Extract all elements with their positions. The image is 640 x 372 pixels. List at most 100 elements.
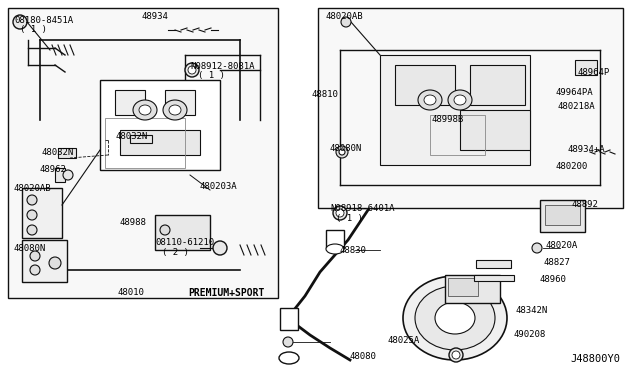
Text: 48964P: 48964P [578, 68, 611, 77]
Text: 48998B: 48998B [432, 115, 464, 124]
Ellipse shape [403, 276, 507, 360]
Text: 48827: 48827 [543, 258, 570, 267]
Text: 48830: 48830 [340, 246, 367, 255]
Bar [105, 118, 185, 168]
Circle shape [188, 66, 196, 74]
Text: 48020AB: 48020AB [14, 184, 52, 193]
Bar [545, 205, 580, 225]
Text: PREMIUM+SPORT: PREMIUM+SPORT [188, 288, 264, 298]
Text: ( 1 ): ( 1 ) [20, 25, 47, 34]
Circle shape [185, 63, 199, 77]
Text: 48020A: 48020A [546, 241, 579, 250]
Circle shape [283, 337, 293, 347]
Text: 48934+A: 48934+A [568, 145, 605, 154]
Bar [460, 110, 530, 150]
Text: 48020AB: 48020AB [326, 12, 364, 21]
Circle shape [27, 225, 37, 235]
Bar [470, 65, 525, 105]
Circle shape [532, 243, 542, 253]
Text: 48032N: 48032N [116, 132, 148, 141]
Bar [100, 80, 220, 170]
Text: 48960: 48960 [540, 275, 567, 284]
Text: 48342N: 48342N [516, 306, 548, 315]
Circle shape [27, 195, 37, 205]
Circle shape [336, 209, 344, 217]
Circle shape [30, 265, 40, 275]
Ellipse shape [279, 352, 299, 364]
Bar [55, 168, 65, 182]
Bar [474, 275, 514, 281]
Bar [318, 8, 623, 208]
Ellipse shape [435, 302, 475, 334]
Bar [130, 135, 152, 143]
Circle shape [13, 15, 27, 29]
Text: 48892: 48892 [572, 200, 599, 209]
Ellipse shape [418, 90, 442, 110]
Circle shape [49, 257, 61, 269]
Ellipse shape [448, 90, 472, 110]
Text: 48934: 48934 [142, 12, 169, 21]
Bar [120, 130, 200, 155]
Text: 48025A: 48025A [388, 336, 420, 345]
Bar [115, 90, 145, 115]
Circle shape [336, 146, 348, 158]
Text: 08180-8451A: 08180-8451A [14, 16, 73, 25]
Bar [380, 143, 405, 168]
Text: ( 2 ): ( 2 ) [162, 248, 189, 257]
Bar [445, 275, 500, 303]
Text: 480203A: 480203A [200, 182, 237, 191]
Circle shape [449, 348, 463, 362]
Text: 48080N: 48080N [330, 144, 362, 153]
Text: ( 1 ): ( 1 ) [198, 71, 225, 80]
Bar [350, 192, 370, 208]
Circle shape [333, 206, 347, 220]
Bar [22, 188, 62, 238]
Text: 48080N: 48080N [14, 244, 46, 253]
Bar [575, 60, 597, 75]
Circle shape [27, 210, 37, 220]
Text: 49964PA: 49964PA [556, 88, 594, 97]
Ellipse shape [169, 105, 181, 115]
Text: 48810: 48810 [312, 90, 339, 99]
Ellipse shape [163, 100, 187, 120]
Text: 48080: 48080 [350, 352, 377, 361]
Circle shape [341, 17, 351, 27]
Ellipse shape [139, 105, 151, 115]
Text: N08912-8081A: N08912-8081A [190, 62, 255, 71]
Text: 48962: 48962 [40, 165, 67, 174]
Text: 48988: 48988 [120, 218, 147, 227]
Bar [8, 8, 278, 298]
Bar [22, 240, 67, 282]
Bar [326, 230, 344, 248]
Bar [155, 215, 210, 250]
Bar [395, 65, 455, 105]
Text: 08110-61210: 08110-61210 [155, 238, 214, 247]
Text: 490208: 490208 [514, 330, 547, 339]
Text: 48010: 48010 [118, 288, 145, 297]
Bar [280, 308, 298, 330]
Text: ( 1 ): ( 1 ) [336, 214, 363, 223]
Circle shape [160, 225, 170, 235]
Ellipse shape [415, 286, 495, 350]
Text: 480218A: 480218A [557, 102, 595, 111]
Bar [540, 200, 585, 232]
Circle shape [213, 241, 227, 255]
Text: 48032N: 48032N [42, 148, 74, 157]
Text: J48800Y0: J48800Y0 [570, 354, 620, 364]
Circle shape [63, 170, 73, 180]
Ellipse shape [424, 95, 436, 105]
Bar [448, 278, 478, 296]
Ellipse shape [133, 100, 157, 120]
Text: 480200: 480200 [555, 162, 588, 171]
Ellipse shape [454, 95, 466, 105]
Bar [476, 260, 511, 268]
Circle shape [339, 149, 345, 155]
Ellipse shape [326, 244, 344, 254]
Bar [380, 55, 530, 165]
Bar [58, 148, 76, 158]
Circle shape [30, 251, 40, 261]
Text: N08918-6401A: N08918-6401A [330, 204, 394, 213]
Bar [165, 90, 195, 115]
Circle shape [452, 351, 460, 359]
Bar [430, 115, 485, 155]
